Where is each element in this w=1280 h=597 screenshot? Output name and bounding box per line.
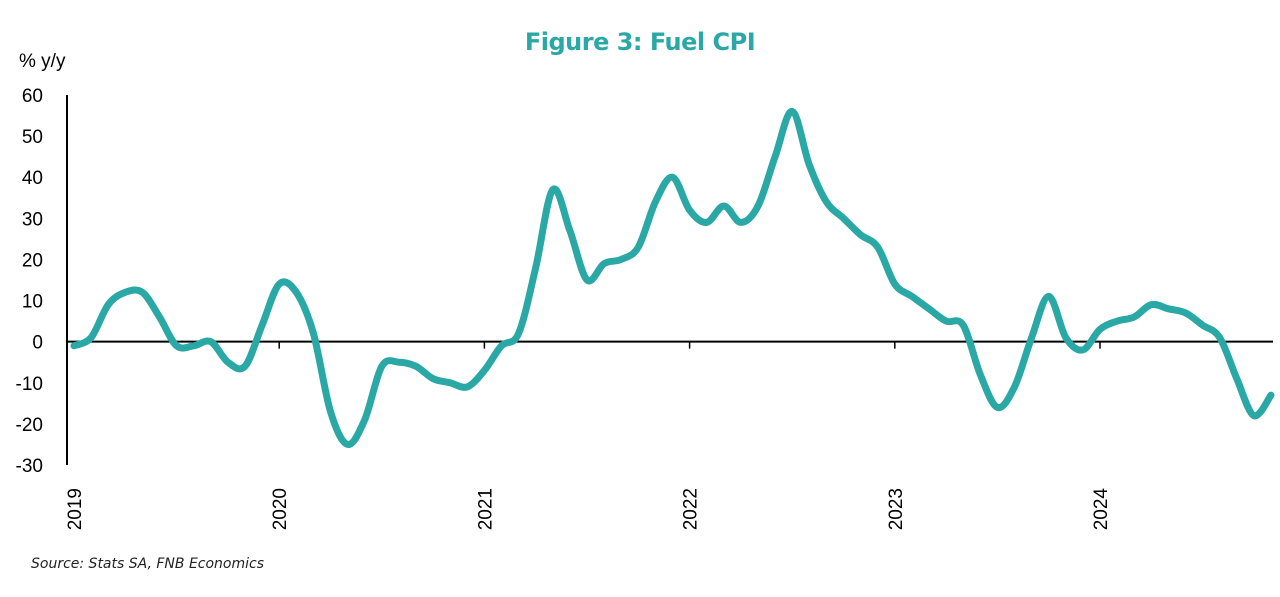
y-tick-label: 40 [22, 168, 43, 189]
y-tick-label: 10 [22, 292, 43, 313]
y-tick-label: -10 [16, 374, 43, 395]
chart-title: Figure 3: Fuel CPI [524, 28, 756, 56]
x-tick-label: 2022 [681, 488, 702, 530]
x-tick-label: 2023 [886, 488, 907, 530]
y-axis-label: % y/y [19, 51, 66, 72]
y-tick-label: 0 [32, 333, 43, 354]
x-tick-label: 2020 [270, 488, 291, 530]
x-tick-label: 2019 [65, 488, 86, 530]
y-tick-label: 60 [22, 86, 43, 107]
x-tick-label: 2024 [1091, 488, 1112, 531]
x-axis-ticks: 2019 2020 2021 2022 2023 2024 [65, 341, 1112, 531]
y-axis-ticks: 60 50 40 30 20 10 0 -10 -20 -30 [16, 86, 43, 477]
y-tick-label: 50 [22, 127, 43, 148]
source-note: Source: Stats SA, FNB Economics [31, 556, 265, 572]
y-tick-label: 20 [22, 250, 43, 271]
y-tick-label: -30 [16, 456, 43, 477]
x-tick-label: 2021 [475, 488, 496, 530]
series-line-fuel-cpi [70, 107, 1275, 448]
y-tick-label: 30 [22, 209, 43, 230]
y-tick-label: -20 [16, 415, 43, 436]
